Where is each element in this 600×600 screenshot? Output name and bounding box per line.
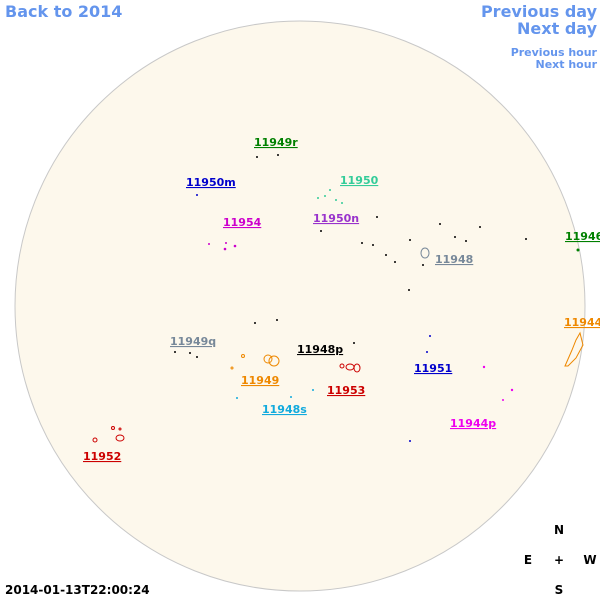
timestamp: 2014-01-13T22:00:24 bbox=[5, 583, 150, 597]
compass-center: + bbox=[554, 553, 564, 567]
region-label[interactable]: 11949q bbox=[170, 335, 216, 348]
region-label[interactable]: 11954 bbox=[223, 216, 262, 229]
next-hour-link[interactable]: Next hour bbox=[536, 58, 598, 71]
region-label[interactable]: 11948p bbox=[297, 343, 343, 356]
region-label[interactable]: 11953 bbox=[327, 384, 365, 397]
back-link[interactable]: Back to 2014 bbox=[5, 2, 122, 21]
previous-day-link[interactable]: Previous day bbox=[481, 2, 598, 21]
previous-hour-link[interactable]: Previous hour bbox=[511, 46, 598, 59]
region-label[interactable]: 11952 bbox=[83, 450, 121, 463]
compass-e: E bbox=[524, 553, 532, 567]
region-label[interactable]: 11948s bbox=[262, 403, 307, 416]
region-label[interactable]: 11944 bbox=[564, 316, 600, 329]
solar-disk bbox=[14, 20, 586, 592]
region-label[interactable]: 11949 bbox=[241, 374, 279, 387]
sunspots bbox=[92, 154, 584, 443]
region-label[interactable]: 11944p bbox=[450, 417, 496, 430]
compass-w: W bbox=[583, 553, 596, 567]
region-label[interactable]: 11948 bbox=[435, 253, 473, 266]
region-label[interactable]: 11950n bbox=[313, 212, 359, 225]
next-day-link[interactable]: Next day bbox=[517, 19, 598, 38]
compass-n: N bbox=[554, 523, 564, 537]
region-label[interactable]: 11949r bbox=[254, 136, 298, 149]
region-label[interactable]: 11950 bbox=[340, 174, 379, 187]
region-label[interactable]: 11950m bbox=[186, 176, 236, 189]
region-label[interactable]: 11946 bbox=[565, 230, 600, 243]
region-label[interactable]: 11951 bbox=[414, 362, 452, 375]
compass-s: S bbox=[555, 583, 564, 597]
